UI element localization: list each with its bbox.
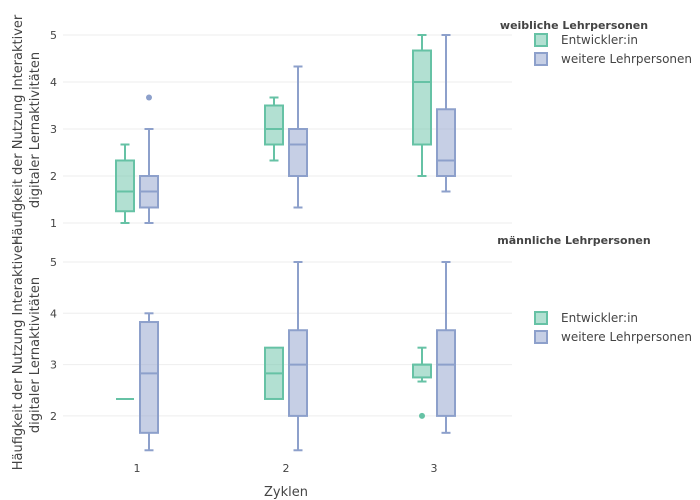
y-tick-label: 1 — [50, 217, 57, 230]
y-tick-label: 5 — [50, 256, 57, 269]
box-iqr — [412, 49, 432, 146]
box-entwickler-cat3[interactable] — [412, 346, 432, 419]
box-iqr — [115, 159, 135, 213]
y-tick-label: 2 — [50, 410, 57, 423]
legend-item-entwickler[interactable]: Entwickler:in — [534, 311, 638, 325]
outlier-point[interactable] — [419, 412, 425, 419]
box-entwickler-cat2[interactable] — [264, 96, 284, 162]
y-tick-label: 4 — [50, 76, 57, 89]
x-tick-label: 1 — [134, 462, 141, 475]
box-iqr — [139, 321, 159, 434]
legend-item-entwickler[interactable]: Entwickler:in — [534, 33, 638, 47]
y-tick-label: 2 — [50, 170, 57, 183]
y-tick-label: 5 — [50, 29, 57, 42]
box-weitere-cat1[interactable] — [139, 94, 159, 224]
box-iqr — [436, 108, 456, 177]
box-weitere-cat3[interactable] — [436, 261, 456, 434]
box-iqr — [288, 128, 308, 177]
box-weitere-cat2[interactable] — [288, 65, 308, 209]
box-entwickler-cat3[interactable] — [412, 34, 432, 177]
x-tick-label: 2 — [283, 462, 290, 475]
y-tick-label: 3 — [50, 359, 57, 372]
legend-title: weibliche Lehrpersonen — [500, 19, 648, 32]
x-tick-label: 3 — [431, 462, 438, 475]
legend-label: weitere Lehrpersonen — [561, 330, 692, 344]
outlier-point[interactable] — [146, 94, 152, 101]
box-weitere-cat3[interactable] — [436, 34, 456, 193]
legend-label: Entwickler:in — [561, 33, 638, 47]
legend-swatch — [534, 330, 548, 344]
legend-swatch — [534, 33, 548, 47]
box-weitere-cat1[interactable] — [139, 312, 159, 452]
legend-swatch — [534, 311, 548, 325]
legend-item-weitere[interactable]: weitere Lehrpersonen — [534, 52, 692, 66]
y-axis-title-top-line2: digitaler Lernaktivitäten — [28, 52, 43, 208]
legend-item-weitere[interactable]: weitere Lehrpersonen — [534, 330, 692, 344]
box-entwickler-cat2[interactable] — [264, 346, 284, 400]
y-axis-title-top-line1: Häufigkeit der Nutzung Interaktiver — [11, 14, 26, 245]
y-tick-label: 3 — [50, 123, 57, 136]
box-iqr — [436, 329, 456, 417]
y-axis-title-bottom-line2: digitaler Lernaktivitäten — [28, 277, 43, 433]
legend-swatch — [534, 52, 548, 66]
box-entwickler-cat1[interactable] — [115, 143, 135, 224]
legend-label: Entwickler:in — [561, 311, 638, 325]
box-iqr — [412, 363, 432, 379]
box-iqr — [288, 329, 308, 417]
box-weitere-cat2[interactable] — [288, 261, 308, 452]
legend-label: weitere Lehrpersonen — [561, 52, 692, 66]
x-axis-title: Zyklen — [264, 485, 308, 500]
y-tick-label: 4 — [50, 307, 57, 320]
legend-title: männliche Lehrpersonen — [497, 234, 650, 247]
box-iqr — [264, 104, 284, 146]
y-axis-title-bottom-line1: Häufigkeit der Nutzung Interaktiver — [11, 239, 26, 470]
